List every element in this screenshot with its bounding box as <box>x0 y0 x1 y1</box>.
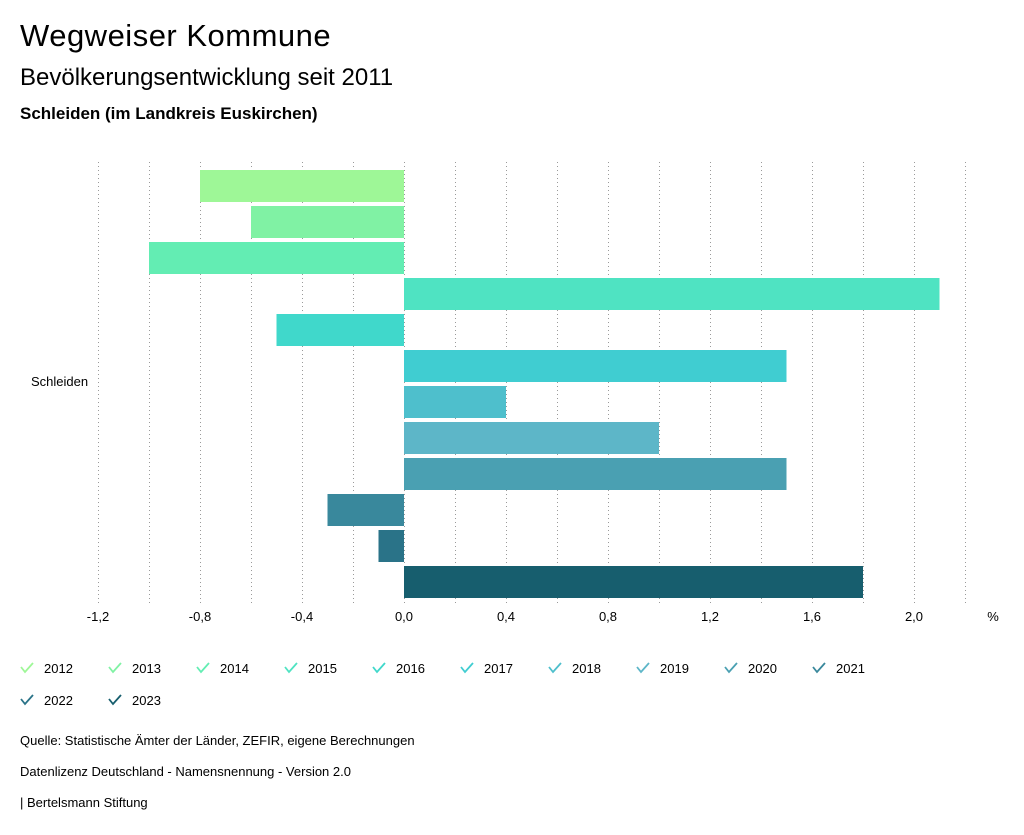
check-icon <box>108 662 122 674</box>
x-tick-label: 0,8 <box>599 609 617 624</box>
x-tick-label: 1,2 <box>701 609 719 624</box>
x-tick-label: -0,4 <box>291 609 313 624</box>
check-icon <box>812 662 826 674</box>
bar-2020 <box>404 458 787 490</box>
check-icon <box>724 662 738 674</box>
legend-label: 2013 <box>132 661 161 676</box>
bar-2019 <box>404 422 659 454</box>
bar-2017 <box>404 350 787 382</box>
legend-label: 2020 <box>748 661 777 676</box>
x-tick-label: 2,0 <box>905 609 923 624</box>
publisher-note: | Bertelsmann Stiftung <box>20 795 148 810</box>
bar-2014 <box>149 242 404 274</box>
legend-label: 2014 <box>220 661 249 676</box>
bar-chart: Schleiden -1,2 -0,8 -0,4 0,0 0,4 0,8 1,2 1,6 2,0% <box>31 162 999 624</box>
x-unit-label: % <box>987 609 999 624</box>
category-label: Schleiden <box>31 374 88 389</box>
x-tick-label: 1,6 <box>803 609 821 624</box>
check-icon <box>548 662 562 674</box>
legend-label: 2012 <box>44 661 73 676</box>
bar-2021 <box>327 494 404 526</box>
x-tick-label: -0,8 <box>189 609 211 624</box>
check-icon <box>20 662 34 674</box>
bar-2012 <box>200 170 404 202</box>
bar-2022 <box>378 530 404 562</box>
legend-label: 2022 <box>44 693 73 708</box>
region-label: Schleiden (im Landkreis Euskirchen) <box>20 104 318 123</box>
bar-2016 <box>276 314 404 346</box>
check-icon <box>284 662 298 674</box>
bar-2018 <box>404 386 506 418</box>
legend-label: 2023 <box>132 693 161 708</box>
legend-label: 2019 <box>660 661 689 676</box>
legend-label: 2021 <box>836 661 865 676</box>
bar-2015 <box>404 278 940 310</box>
check-icon <box>636 662 650 674</box>
check-icon <box>460 662 474 674</box>
legend-label: 2015 <box>308 661 337 676</box>
x-tick-label: 0,4 <box>497 609 515 624</box>
page-title: Wegweiser Kommune <box>20 18 332 53</box>
check-icon <box>196 662 210 674</box>
legend-label: 2016 <box>396 661 425 676</box>
x-tick-label: -1,2 <box>87 609 109 624</box>
check-icon <box>20 694 34 706</box>
legend-label: 2017 <box>484 661 513 676</box>
source-note: Quelle: Statistische Ämter der Länder, Z… <box>20 733 415 748</box>
check-icon <box>372 662 386 674</box>
check-icon <box>108 694 122 706</box>
bar-2023 <box>404 566 863 598</box>
bar-2013 <box>251 206 404 238</box>
chart-subtitle: Bevölkerungsentwicklung seit 2011 <box>20 64 394 91</box>
license-note: Datenlizenz Deutschland - Namensnennung … <box>20 764 351 779</box>
x-tick-label: 0,0 <box>395 609 413 624</box>
legend-label: 2018 <box>572 661 601 676</box>
